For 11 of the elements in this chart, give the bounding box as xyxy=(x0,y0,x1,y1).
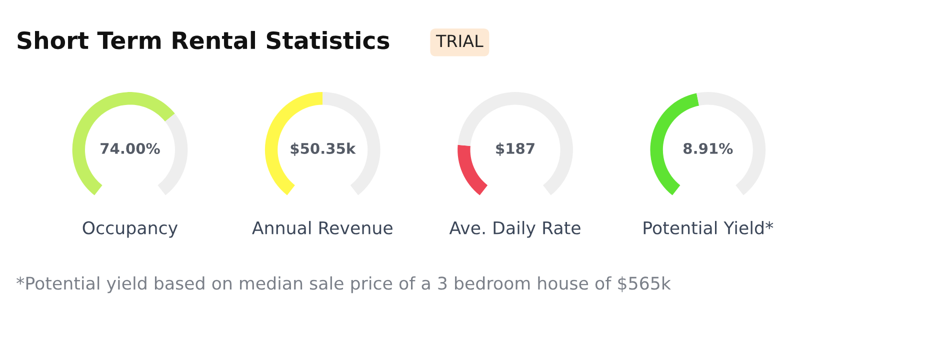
text: Potential Yield* xyxy=(644,220,774,234)
text: 8.91% xyxy=(684,142,733,154)
text: Ave. Daily Rate xyxy=(449,220,580,238)
text: *Potential yield based on median sale price of a 3 bedroom house of $565k xyxy=(16,276,671,294)
text: $187 xyxy=(496,142,534,156)
text: TRIAL xyxy=(436,34,484,47)
text: $50.35k xyxy=(290,142,356,156)
text: Annual Revenue xyxy=(252,220,392,234)
text: Occupancy xyxy=(82,221,178,238)
text: 74.00% xyxy=(100,142,160,154)
chart-title: Short Term Rental Statistics xyxy=(18,30,390,50)
